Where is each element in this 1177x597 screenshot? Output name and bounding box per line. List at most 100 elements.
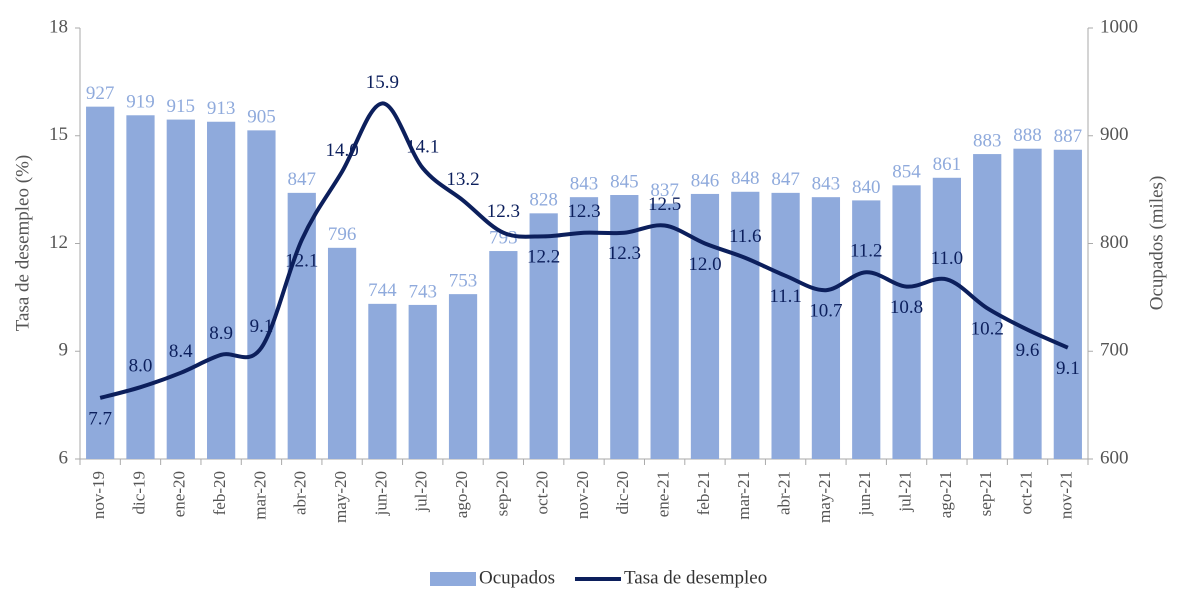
bar bbox=[690, 193, 720, 459]
x-tick-label: may-20 bbox=[331, 471, 350, 523]
bar-label: 847 bbox=[771, 169, 800, 190]
line-label: 12.3 bbox=[487, 201, 520, 222]
y2-tick-label: 600 bbox=[1100, 447, 1129, 468]
x-tick-label: ene-20 bbox=[170, 471, 189, 517]
x-tick-label: jun-20 bbox=[371, 471, 390, 516]
x-tick-label: nov-19 bbox=[89, 471, 108, 519]
bar-label: 840 bbox=[852, 177, 881, 198]
bar bbox=[368, 303, 397, 459]
x-tick-label: jul-21 bbox=[895, 471, 914, 513]
x-tick-label: jul-20 bbox=[412, 471, 431, 513]
bar-label: 883 bbox=[973, 130, 1002, 151]
y-tick-label: 6 bbox=[59, 447, 69, 468]
bar bbox=[408, 304, 437, 459]
bar-label: 843 bbox=[812, 174, 841, 195]
bar bbox=[569, 197, 599, 460]
legend-swatch bbox=[430, 572, 476, 586]
line-label: 12.3 bbox=[567, 201, 600, 222]
bar bbox=[932, 177, 961, 459]
bar-label: 854 bbox=[892, 162, 921, 183]
bar-label: 744 bbox=[368, 280, 397, 301]
bar-label: 847 bbox=[288, 169, 317, 190]
line-label: 8.4 bbox=[169, 341, 193, 362]
y2-axis-title: Ocupados (miles) bbox=[1146, 176, 1167, 311]
bar-label: 915 bbox=[167, 96, 196, 117]
line-label: 11.6 bbox=[729, 226, 762, 247]
bar-label: 845 bbox=[610, 171, 639, 192]
line-label: 12.2 bbox=[527, 247, 560, 268]
line-label: 14.0 bbox=[325, 140, 358, 161]
bar-label: 743 bbox=[408, 281, 437, 302]
bar-label: 888 bbox=[1013, 125, 1042, 146]
bar-label: 887 bbox=[1054, 126, 1083, 147]
line-label: 12.1 bbox=[285, 250, 318, 271]
y-tick-label: 9 bbox=[59, 340, 69, 361]
x-tick-label: ago-20 bbox=[452, 471, 471, 518]
x-tick-label: nov-20 bbox=[573, 471, 592, 519]
bar-label: 905 bbox=[247, 107, 276, 128]
x-tick-label: mar-21 bbox=[734, 471, 753, 520]
line-label: 8.9 bbox=[209, 323, 233, 344]
line-label: 13.2 bbox=[446, 169, 479, 190]
line-label: 8.0 bbox=[129, 356, 153, 377]
bar-label: 913 bbox=[207, 98, 236, 119]
bar bbox=[489, 251, 518, 459]
line-label: 7.7 bbox=[88, 408, 112, 429]
x-tick-label: may-21 bbox=[815, 471, 834, 523]
legend-label: Tasa de desempleo bbox=[624, 567, 767, 588]
line-label: 9.1 bbox=[1056, 358, 1080, 379]
x-tick-label: sep-20 bbox=[492, 471, 511, 516]
bar bbox=[448, 294, 478, 459]
y-axis-title: Tasa de desempleo (%) bbox=[12, 155, 33, 331]
x-tick-label: nov-21 bbox=[1057, 471, 1076, 519]
bar bbox=[166, 119, 195, 460]
bar bbox=[86, 106, 115, 459]
line-label: 12.3 bbox=[608, 243, 641, 264]
bar bbox=[126, 115, 155, 459]
bar-label: 848 bbox=[731, 168, 760, 189]
bar bbox=[852, 200, 881, 459]
x-tick-label: dic-20 bbox=[613, 471, 632, 514]
line-label: 12.5 bbox=[648, 194, 681, 215]
line-label: 9.1 bbox=[250, 316, 274, 337]
bar-label: 846 bbox=[691, 170, 720, 191]
bar-label: 927 bbox=[86, 83, 115, 104]
bar-label: 828 bbox=[529, 190, 558, 211]
y-tick-label: 12 bbox=[49, 232, 68, 253]
x-tick-label: abr-21 bbox=[775, 471, 794, 515]
line-label: 14.1 bbox=[406, 136, 439, 157]
bar bbox=[207, 121, 236, 460]
y2-tick-label: 1000 bbox=[1100, 16, 1138, 37]
bar bbox=[1013, 148, 1042, 459]
line-label: 11.2 bbox=[850, 241, 883, 262]
bar-label: 837 bbox=[650, 180, 679, 201]
line-label: 11.1 bbox=[769, 286, 802, 307]
x-tick-label: feb-20 bbox=[210, 471, 229, 515]
legend-label: Ocupados bbox=[479, 567, 555, 588]
line-label: 11.0 bbox=[931, 248, 964, 269]
bar bbox=[247, 130, 276, 460]
x-tick-label: ago-21 bbox=[936, 471, 955, 518]
x-tick-label: oct-20 bbox=[533, 471, 552, 514]
bar bbox=[1053, 149, 1082, 459]
bar bbox=[529, 213, 558, 459]
x-tick-label: ene-21 bbox=[654, 471, 673, 517]
line-label: 10.7 bbox=[809, 301, 842, 322]
bar bbox=[771, 192, 800, 460]
line-label: 9.6 bbox=[1016, 340, 1040, 361]
bar bbox=[811, 197, 841, 460]
bar-label: 796 bbox=[328, 224, 357, 245]
bar-label: 919 bbox=[126, 92, 155, 113]
line-label: 10.8 bbox=[890, 297, 923, 318]
bar bbox=[327, 247, 357, 459]
y-tick-label: 18 bbox=[49, 16, 68, 37]
x-tick-label: feb-21 bbox=[694, 471, 713, 515]
y2-tick-label: 800 bbox=[1100, 232, 1129, 253]
line-label: 10.2 bbox=[971, 319, 1004, 340]
y2-tick-label: 900 bbox=[1100, 124, 1129, 145]
x-tick-label: dic-19 bbox=[129, 471, 148, 514]
bar-label: 793 bbox=[489, 227, 518, 248]
bar bbox=[650, 203, 679, 459]
x-tick-label: oct-21 bbox=[1016, 471, 1035, 514]
